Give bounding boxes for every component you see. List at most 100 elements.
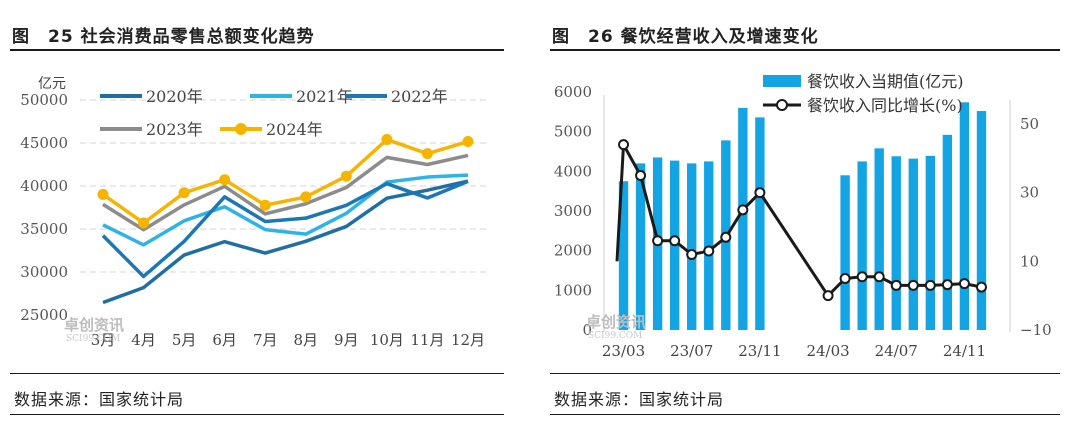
x-tick-label: 8月 xyxy=(294,331,319,349)
series-line-2022年 xyxy=(101,179,469,279)
x-tick-label: 23/07 xyxy=(670,342,713,360)
x-tick-label: 10月 xyxy=(370,331,404,349)
legend-marker-line xyxy=(776,99,788,111)
growth-point-24/11 xyxy=(958,278,970,290)
data-point-2024年 xyxy=(381,134,393,146)
data-point-2024年 xyxy=(97,188,109,200)
y-right-tick-label: 30 xyxy=(1020,184,1039,202)
source-rule-bottom xyxy=(550,414,1060,415)
bar-24/09 xyxy=(925,155,936,330)
bar-24/06 xyxy=(874,148,884,330)
y-axis-unit: 亿元 xyxy=(38,76,66,92)
bar-23/11 xyxy=(755,117,765,331)
retail-sales-line-chart: 亿元 25000 30000 35000 40000 45000 50000 3月 4月 5月 6月… xyxy=(20,76,488,349)
data-point-2024年 xyxy=(300,191,312,203)
series-line-2023年 xyxy=(102,153,469,232)
y-left-tick-label: 5000 xyxy=(554,123,592,141)
watermark-text: 卓创资讯 xyxy=(64,316,124,334)
source-note: 数据来源：国家统计局 xyxy=(554,390,725,409)
watermark-subtext: SCI99.COM xyxy=(66,334,120,344)
figure-title: 图 26 餐饮经营收入及增速变化 xyxy=(552,27,819,47)
y-tick-label: 50000 xyxy=(20,91,68,109)
growth-point-23/09 xyxy=(720,231,732,243)
growth-point-23/04 xyxy=(635,170,647,181)
title-rule xyxy=(10,49,504,51)
catering-combo-chart: 0 1000 2000 3000 4000 5000 6000 −10 10 30 50 23/03 2… xyxy=(554,72,1052,360)
x-tick-label: 12月 xyxy=(451,331,485,349)
legend-label-line: 餐饮收入同比增长(%) xyxy=(807,96,963,115)
series-line-2021年 xyxy=(102,173,469,247)
growth-point-23/11 xyxy=(754,187,766,199)
source-note: 数据来源：国家统计局 xyxy=(14,390,185,409)
growth-point-24/03 xyxy=(822,290,834,302)
bar-23/04 xyxy=(635,163,646,330)
legend-label-2020年: 2020年 xyxy=(146,87,203,106)
bar-23/07 xyxy=(687,163,697,330)
data-point-2024年 xyxy=(340,170,352,182)
watermark-subtext: SCI99.COM xyxy=(588,331,642,341)
y-tick-label: 35000 xyxy=(20,220,68,238)
bar-23/10 xyxy=(738,107,748,330)
growth-point-24/07 xyxy=(890,279,902,291)
legend-marker-2024年 xyxy=(235,123,247,135)
bar-24/11 xyxy=(959,102,970,331)
x-tick-label: 24/11 xyxy=(943,342,986,360)
series-line-2020年 xyxy=(102,179,469,305)
y-right-tick-label: 10 xyxy=(1020,252,1039,270)
bar-24/08 xyxy=(908,158,918,330)
y-tick-label: 30000 xyxy=(20,263,68,281)
legend-label-2023年: 2023年 xyxy=(146,120,203,139)
x-tick-label: 24/07 xyxy=(875,342,918,360)
x-tick-label: 3月 xyxy=(91,331,116,349)
growth-point-24/08 xyxy=(907,279,919,291)
legend-label-2022年: 2022年 xyxy=(391,87,448,106)
growth-point-24/12 xyxy=(975,281,987,293)
figure-title: 图 25 社会消费品零售总额变化趋势 xyxy=(12,27,315,47)
source-rule-top xyxy=(550,373,1060,374)
legend-label-2024年: 2024年 xyxy=(266,120,323,139)
growth-point-24/10 xyxy=(941,279,953,291)
y-right-tick-label: 50 xyxy=(1020,115,1039,133)
y-left-tick-label: 2000 xyxy=(554,242,592,260)
growth-point-23/03 xyxy=(618,139,630,151)
y-tick-label: 45000 xyxy=(20,134,68,152)
y-left-tick-label: 1000 xyxy=(554,281,592,299)
x-tick-label: 6月 xyxy=(212,331,237,349)
series-line-2024年 xyxy=(101,137,469,225)
y-left-tick-label: 3000 xyxy=(554,202,592,220)
y-right-tick-label: −10 xyxy=(1020,321,1052,339)
bar-24/04 xyxy=(840,175,850,330)
growth-point-24/06 xyxy=(873,271,885,283)
x-tick-label: 23/03 xyxy=(602,342,645,360)
x-tick-label: 9月 xyxy=(334,331,359,349)
growth-point-23/06 xyxy=(669,235,681,247)
bar-24/10 xyxy=(942,134,953,330)
data-point-2024年 xyxy=(138,217,150,229)
data-point-2024年 xyxy=(178,187,190,199)
bar-24/05 xyxy=(857,161,867,330)
growth-point-24/05 xyxy=(856,271,868,283)
x-tick-label: 4月 xyxy=(131,331,156,349)
growth-point-24/04 xyxy=(839,273,851,284)
y-left-tick-label: 0 xyxy=(582,321,592,339)
y-left-tick-label: 4000 xyxy=(554,162,592,180)
y-tick-label: 25000 xyxy=(20,306,68,324)
x-tick-label: 11月 xyxy=(410,331,444,349)
source-rule-top xyxy=(10,373,504,374)
x-tick-label: 5月 xyxy=(172,331,197,349)
growth-point-23/07 xyxy=(686,248,698,260)
x-tick-label: 23/11 xyxy=(738,342,781,360)
growth-point-23/05 xyxy=(652,235,664,247)
watermark-text: 卓创资讯 xyxy=(586,313,646,331)
panel-catering-revenue: 图 26 餐饮经营收入及增速变化 0 1000 2000 3000 4000 5000 60… xyxy=(540,0,1076,427)
legend-label-bar: 餐饮收入当期值(亿元) xyxy=(807,72,964,91)
growth-point-23/10 xyxy=(737,204,749,216)
title-rule xyxy=(550,49,1060,51)
legend-swatch-bar xyxy=(763,75,801,87)
y-tick-label: 40000 xyxy=(20,177,68,195)
bar-23/03 xyxy=(618,181,629,330)
legend-label-2021年: 2021年 xyxy=(296,87,353,106)
data-point-2024年 xyxy=(259,199,271,211)
growth-point-23/08 xyxy=(703,245,715,257)
panel-retail-sales: 图 25 社会消费品零售总额变化趋势 亿元 25000 30000 35000 4000… xyxy=(0,0,520,427)
